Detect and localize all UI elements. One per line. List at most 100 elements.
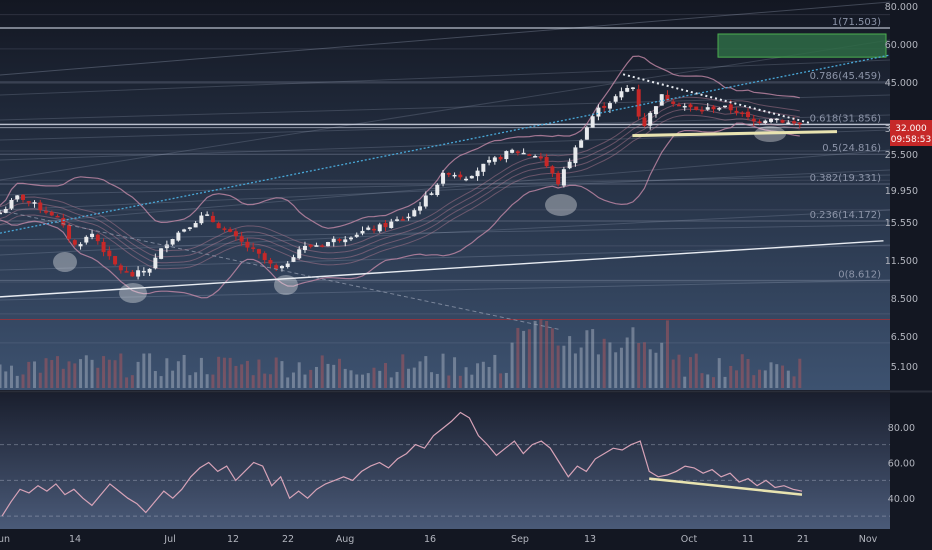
- candle-body: [141, 270, 146, 273]
- candle-body: [682, 105, 687, 108]
- price-tick-label: 15.550: [885, 218, 918, 229]
- volume-bar: [499, 373, 503, 388]
- candle-body: [740, 112, 745, 115]
- volume-bar: [90, 359, 94, 388]
- candle-body: [377, 224, 382, 232]
- fibonacci-retracement[interactable]: 1(71.503) 0.786(45.459) 0.618(31.856) 0.5(2…: [0, 17, 890, 321]
- volume-bar: [159, 376, 163, 388]
- candle-body: [147, 268, 152, 273]
- fan-line: [0, 149, 891, 226]
- target-zone[interactable]: [717, 33, 887, 58]
- price-tick-label: 6.500: [891, 332, 918, 343]
- volume-bar: [504, 372, 508, 388]
- bollinger-lower: [0, 122, 800, 299]
- candle-body: [458, 174, 463, 178]
- target-zone-box: [717, 33, 887, 58]
- indicator-axis[interactable]: 80.00 60.00 40.00: [888, 423, 915, 505]
- volume-bar: [21, 374, 25, 388]
- volume-bar: [700, 373, 704, 388]
- volume-bar: [527, 329, 531, 388]
- candle-body: [567, 161, 572, 169]
- candle-body: [49, 212, 54, 216]
- volume-bar: [418, 361, 422, 388]
- resistance-line: [622, 73, 810, 124]
- candle-body: [481, 163, 486, 172]
- candle-body: [95, 234, 100, 242]
- candle-body: [504, 151, 509, 160]
- candle-body: [216, 223, 221, 229]
- candle-body: [642, 117, 647, 127]
- indicator-tick-label: 40.00: [888, 494, 915, 505]
- fan-line: [0, 59, 891, 96]
- candle-body: [67, 225, 72, 239]
- candle-body: [475, 170, 480, 177]
- candle-body: [187, 227, 192, 229]
- candle-body: [602, 105, 607, 108]
- moving-average: [0, 102, 800, 258]
- candle-body: [193, 223, 198, 228]
- candle-body: [636, 89, 641, 117]
- candle-body: [153, 257, 158, 269]
- trend-drawings[interactable]: [0, 54, 891, 331]
- volume-bar: [470, 374, 474, 388]
- volume-bar: [545, 320, 549, 388]
- volume-bar: [228, 357, 232, 388]
- candle-body: [308, 244, 313, 247]
- volume-bar: [263, 373, 267, 388]
- moving-average: [0, 114, 800, 270]
- price-tick-label: 19.950: [885, 186, 918, 197]
- volume-bar: [4, 371, 8, 388]
- volume-bar: [591, 329, 595, 388]
- volume-bar: [435, 373, 439, 388]
- candle-body: [579, 140, 584, 148]
- candle-body: [325, 241, 330, 247]
- volume-bar: [142, 353, 146, 388]
- oscillator: [0, 411, 890, 517]
- volume-bar: [401, 354, 405, 388]
- volume-bar: [326, 363, 330, 388]
- volume-bar: [798, 358, 802, 388]
- candle-body: [354, 234, 359, 237]
- fib-level-label: 0(8.612): [838, 269, 881, 280]
- candle-body: [556, 172, 561, 185]
- volume-bar: [291, 372, 295, 388]
- volume-bar: [453, 357, 457, 388]
- candle-body: [44, 211, 49, 213]
- candle-body: [469, 175, 474, 179]
- volume-bar: [711, 377, 715, 388]
- candle-body: [90, 233, 95, 238]
- candle-body: [625, 88, 630, 92]
- candle-body: [728, 104, 733, 111]
- candle-body: [521, 152, 526, 155]
- volume-bar: [309, 369, 313, 388]
- volume-bar: [27, 361, 31, 388]
- candle-body: [671, 101, 676, 104]
- volume-bar: [15, 375, 19, 388]
- volume-bar: [102, 356, 106, 388]
- fib-level-label: 0.5(24.816): [822, 143, 881, 154]
- time-axis[interactable]: un 14 Jul 12 22 Aug 16 Sep 13 Oct 11 21 Nov: [0, 534, 878, 545]
- candle-body: [279, 265, 284, 269]
- volume-bar: [240, 364, 244, 388]
- volume-bar: [579, 347, 583, 388]
- volume-bar: [614, 352, 618, 388]
- candle-body: [492, 157, 497, 162]
- candle-body: [510, 149, 515, 153]
- volume-bar: [96, 367, 100, 388]
- fib-level-label: 0.382(19.331): [810, 173, 882, 184]
- candle-body: [343, 239, 348, 243]
- volume-bar: [648, 349, 652, 388]
- volume-bar: [56, 356, 60, 388]
- price-pane-background: [0, 0, 890, 390]
- time-tick-label: 12: [227, 534, 239, 545]
- volume-bar: [407, 368, 411, 388]
- volume-bar: [677, 354, 681, 388]
- volume-bar: [608, 342, 612, 388]
- volume-bar: [781, 365, 785, 388]
- candle-body: [498, 156, 503, 160]
- candle-body: [665, 94, 670, 101]
- volume-bar: [153, 371, 157, 388]
- touch-highlight: [274, 275, 298, 295]
- candle-body: [383, 222, 388, 228]
- candle-body: [130, 272, 135, 277]
